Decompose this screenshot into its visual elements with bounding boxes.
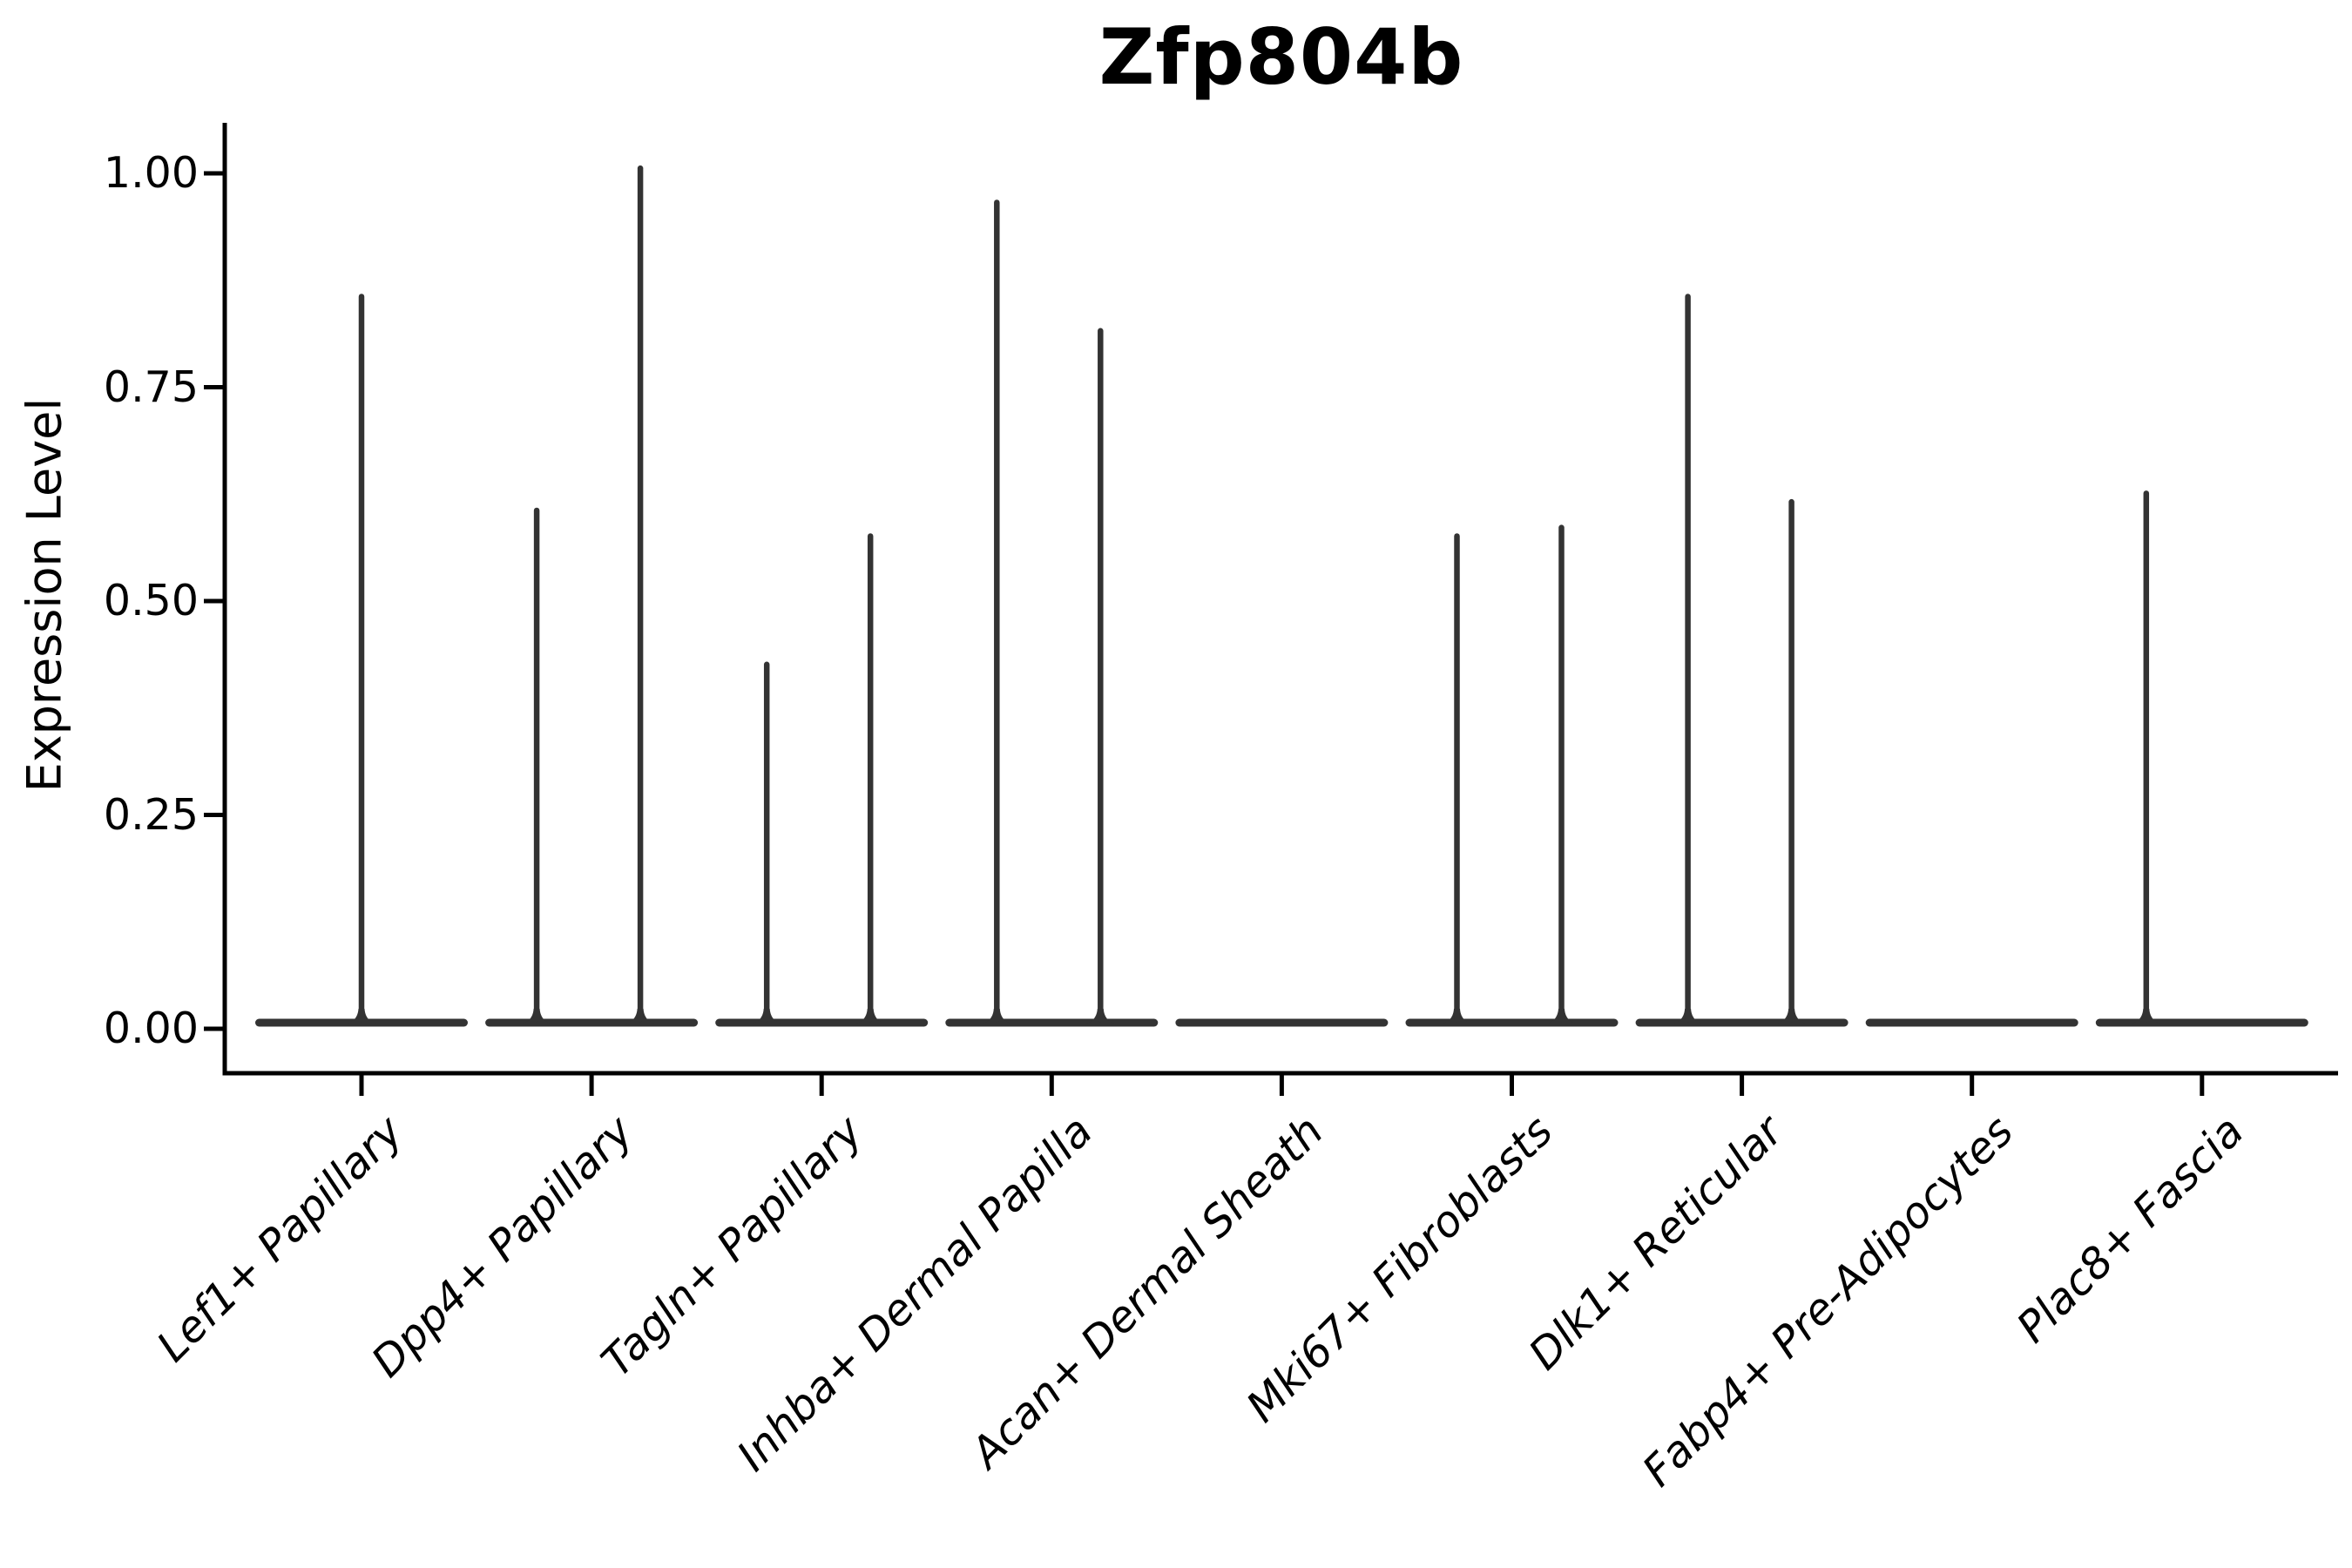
violin-body <box>1865 1018 2078 1027</box>
violin-body <box>1175 1018 1389 1027</box>
y-tick-label: 0.00 <box>103 1004 199 1053</box>
violin-body <box>1635 1018 1848 1027</box>
violin-body <box>945 1018 1159 1027</box>
y-tick-label: 0.25 <box>103 789 199 840</box>
violin-body <box>1405 1018 1619 1027</box>
y-axis-label: Expression Level <box>17 397 72 793</box>
violin-body <box>2095 1018 2308 1027</box>
y-tick-label: 0.75 <box>103 362 199 412</box>
violin-body <box>715 1018 929 1027</box>
plot-title: Zfp804b <box>1098 12 1464 102</box>
y-tick-label: 0.50 <box>103 576 199 625</box>
violin-body <box>485 1018 699 1027</box>
y-tick-label: 1.00 <box>103 148 199 198</box>
